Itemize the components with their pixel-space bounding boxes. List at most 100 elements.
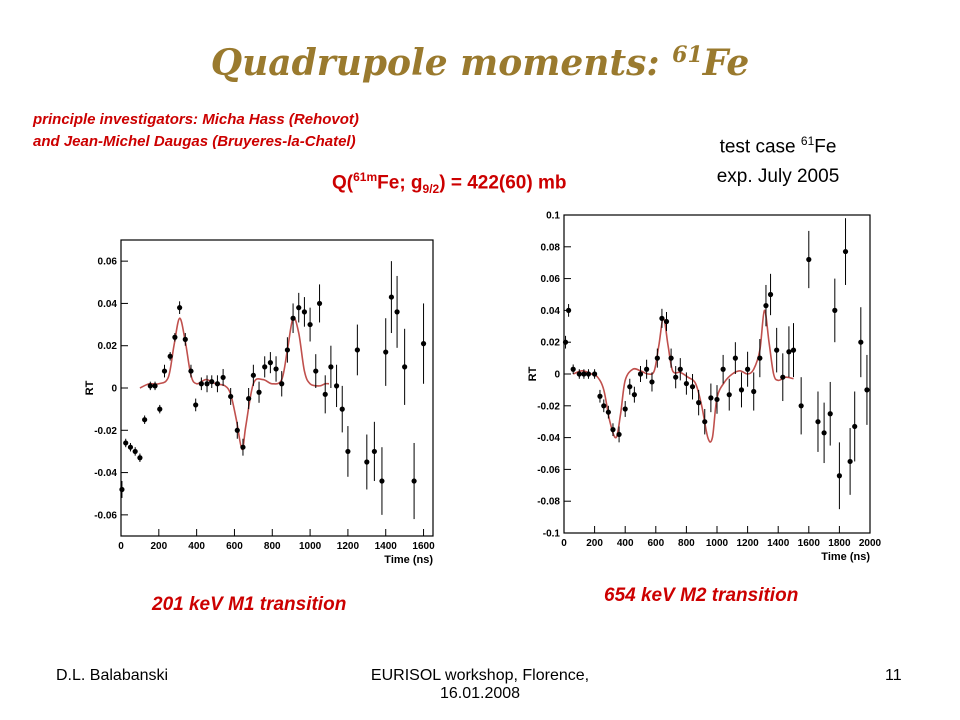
y-tick-label: -0.1	[543, 529, 561, 540]
x-axis-label: Time (ns)	[384, 554, 433, 566]
data-point	[581, 371, 587, 377]
plot-frame	[120, 239, 434, 537]
chart-201kev: 0 200 400 600 800 1000 1200 1400 1600 -0.06 -0.04 -…	[84, 239, 435, 566]
data-point	[333, 383, 340, 389]
x-tick-label: 0	[118, 541, 124, 552]
data-point	[677, 366, 683, 372]
data-point	[420, 341, 427, 347]
data-point	[726, 392, 732, 398]
data-point	[256, 389, 262, 395]
data-point	[188, 368, 194, 374]
x-tick-label: 1000	[299, 541, 322, 552]
data-point	[592, 371, 598, 377]
data-point	[273, 366, 279, 372]
data-point	[262, 364, 268, 370]
y-tick-label: 0.04	[98, 299, 118, 310]
data-point	[751, 388, 757, 395]
data-point	[585, 371, 592, 377]
y-tick-label: 0.06	[98, 257, 118, 268]
data-point	[246, 395, 252, 402]
data-point	[411, 478, 417, 484]
test-case-line-2: exp. July 2005	[716, 166, 840, 188]
data-point	[631, 392, 637, 398]
data-point	[702, 419, 708, 425]
data-point	[757, 355, 763, 361]
x-tick-label: 1600	[798, 538, 821, 549]
data-point	[780, 374, 786, 380]
data-point	[193, 402, 199, 408]
chart-654kev: 0 200 400 600 800 1000 1200 1400 1600 1800 2000 -0.…	[527, 211, 882, 564]
data-point	[842, 248, 849, 255]
y-tick-label: 0.1	[546, 211, 560, 222]
data-point	[708, 395, 714, 401]
x-tick-label: 400	[188, 541, 205, 552]
x-tick-label: 1000	[706, 538, 729, 549]
data-point	[142, 417, 148, 423]
y-tick-label: -0.06	[537, 465, 560, 476]
data-point	[123, 440, 129, 446]
data-point	[767, 291, 774, 298]
x-tick-label: 600	[647, 538, 664, 549]
data-point	[858, 339, 864, 345]
y-tick-label: -0.04	[94, 468, 117, 479]
data-point	[339, 406, 345, 412]
test-case-line-1: test case 61Fe	[719, 134, 837, 158]
data-point	[864, 387, 870, 393]
data-point	[601, 403, 607, 409]
data-point	[147, 383, 153, 389]
data-point	[720, 366, 726, 372]
x-tick-label: 1200	[337, 541, 360, 552]
data-point	[279, 381, 285, 387]
data-point	[732, 355, 738, 361]
y-tick-label: 0	[111, 384, 117, 395]
data-point	[605, 409, 611, 415]
y-tick-label: -0.02	[94, 426, 117, 437]
data-point	[394, 309, 400, 315]
investigators-line-1: principle investigators: Micha Hass (Reh…	[33, 111, 359, 128]
x-tick-label: 200	[150, 541, 167, 552]
footer-event-line-2: 16.01.2008	[439, 685, 521, 702]
fit-curve	[572, 309, 794, 443]
footer-event: EURISOL workshop, Florence, 16.01.2008	[320, 667, 640, 703]
data-point	[836, 473, 842, 479]
x-tick-label: 0	[561, 538, 567, 549]
y-tick-label: 0.02	[541, 338, 561, 349]
data-point	[790, 347, 797, 353]
footer-author: D.L. Balabanski	[56, 667, 169, 684]
y-axis-label: RT	[84, 380, 96, 395]
data-point	[847, 458, 853, 465]
data-point	[683, 380, 689, 387]
data-point	[597, 393, 603, 399]
data-point	[364, 459, 370, 465]
data-point	[798, 403, 804, 409]
x-tick-label: 1600	[412, 541, 435, 552]
data-point	[234, 427, 240, 433]
data-point	[576, 371, 582, 377]
investigators-line-2: and Jean-Michel Daugas (Bruyeres-la-Chat…	[33, 133, 356, 150]
data-point	[673, 374, 679, 380]
y-tick-label: -0.08	[537, 497, 560, 508]
data-point	[161, 368, 168, 374]
data-point	[228, 393, 234, 400]
x-tick-label: 800	[678, 538, 695, 549]
y-tick-label: 0.04	[541, 306, 561, 317]
data-point	[696, 400, 702, 406]
y-tick-label: 0.08	[541, 242, 561, 253]
data-point	[622, 406, 628, 412]
data-point	[127, 444, 134, 450]
fit-curve	[139, 316, 330, 451]
data-point	[371, 448, 377, 455]
data-point	[659, 315, 665, 321]
data-point	[663, 318, 670, 325]
x-tick-label: 1400	[767, 538, 790, 549]
y-tick-label: -0.02	[537, 401, 560, 412]
data-point	[815, 419, 821, 425]
data-point	[345, 448, 351, 455]
data-point	[240, 444, 246, 450]
investigators-note: principle investigators: Micha Hass (Reh…	[33, 109, 359, 153]
data-point	[827, 411, 833, 417]
data-point	[668, 355, 674, 361]
x-tick-label: 1800	[828, 538, 851, 549]
data-point	[119, 486, 125, 493]
data-point	[763, 303, 769, 309]
